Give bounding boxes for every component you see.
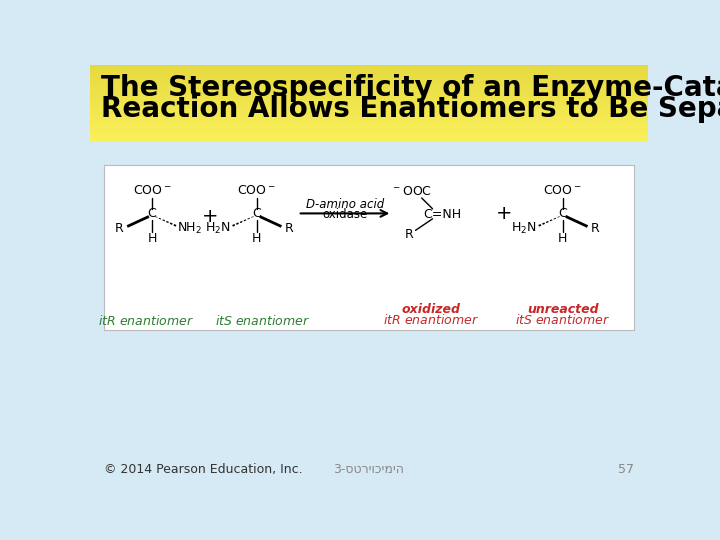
Bar xyxy=(90,100,648,102)
Bar xyxy=(90,102,648,103)
Bar xyxy=(90,122,648,123)
Text: $it{S}$ enantiomer: $it{S}$ enantiomer xyxy=(516,313,611,327)
Bar xyxy=(90,126,648,128)
Text: C: C xyxy=(252,207,261,220)
Text: $it{R}$ enantiomer: $it{R}$ enantiomer xyxy=(98,314,194,328)
Bar xyxy=(90,73,648,76)
Bar xyxy=(90,114,648,116)
Bar xyxy=(90,123,648,125)
Bar xyxy=(90,97,648,99)
Bar xyxy=(90,84,648,86)
Text: H: H xyxy=(252,232,261,245)
Text: 3-סטריוכימיה: 3-סטריוכימיה xyxy=(333,463,405,476)
Bar xyxy=(90,82,648,83)
Text: H: H xyxy=(558,232,567,245)
Text: NH$_2$: NH$_2$ xyxy=(176,220,202,235)
Bar xyxy=(90,64,648,66)
Text: H$_2$N: H$_2$N xyxy=(511,220,537,235)
Bar xyxy=(90,118,648,120)
Bar xyxy=(90,71,648,72)
Text: C: C xyxy=(148,207,156,220)
Text: oxidized: oxidized xyxy=(402,303,461,316)
Text: R: R xyxy=(115,221,124,234)
Bar xyxy=(90,72,648,74)
Bar xyxy=(90,107,648,110)
Bar xyxy=(90,129,648,131)
Bar xyxy=(90,69,648,71)
Bar xyxy=(90,120,648,122)
Text: +: + xyxy=(496,204,513,223)
Bar xyxy=(90,89,648,91)
Bar xyxy=(90,68,648,70)
Bar xyxy=(90,80,648,82)
Text: $it{R}$ enantiomer: $it{R}$ enantiomer xyxy=(383,313,479,327)
Bar xyxy=(90,125,648,126)
Bar xyxy=(90,132,648,134)
Bar xyxy=(90,109,648,111)
Bar xyxy=(90,127,648,130)
Text: $it{S}$ enantiomer: $it{S}$ enantiomer xyxy=(215,314,310,328)
Bar xyxy=(90,103,648,105)
Text: D-amino acid: D-amino acid xyxy=(306,198,384,211)
Bar xyxy=(90,104,648,106)
Bar xyxy=(104,165,634,330)
Bar xyxy=(90,135,648,137)
Text: $^-$OOC: $^-$OOC xyxy=(391,185,432,198)
Text: R: R xyxy=(591,221,600,234)
Text: R: R xyxy=(405,228,414,241)
Bar xyxy=(90,98,648,100)
Bar xyxy=(90,77,648,79)
Text: R: R xyxy=(285,221,294,234)
Bar xyxy=(90,112,648,114)
Text: oxidase: oxidase xyxy=(323,208,368,221)
Bar xyxy=(90,140,648,142)
Bar xyxy=(90,115,648,117)
Text: © 2014 Pearson Education, Inc.: © 2014 Pearson Education, Inc. xyxy=(104,463,302,476)
Text: COO$^-$: COO$^-$ xyxy=(544,184,582,197)
Text: The Stereospecificity of an Enzyme-Catalyzed: The Stereospecificity of an Enzyme-Catal… xyxy=(101,74,720,102)
Text: unreacted: unreacted xyxy=(527,303,598,316)
Text: COO$^-$: COO$^-$ xyxy=(132,184,171,197)
Bar xyxy=(90,117,648,119)
Bar xyxy=(90,92,648,94)
Bar xyxy=(90,78,648,80)
Bar xyxy=(90,111,648,112)
Text: 57: 57 xyxy=(618,463,634,476)
Bar xyxy=(90,134,648,136)
Text: H: H xyxy=(148,232,157,245)
Text: H$_2$N: H$_2$N xyxy=(205,220,230,235)
Bar xyxy=(90,137,648,139)
Bar xyxy=(90,131,648,132)
Bar xyxy=(90,106,648,108)
Bar xyxy=(90,91,648,92)
Bar xyxy=(90,86,648,88)
Text: +: + xyxy=(202,207,218,226)
Bar xyxy=(90,87,648,90)
Bar xyxy=(90,66,648,68)
Text: COO$^-$: COO$^-$ xyxy=(238,184,276,197)
Bar xyxy=(90,138,648,140)
Text: C: C xyxy=(559,207,567,220)
Text: C=NH: C=NH xyxy=(423,208,462,221)
Bar xyxy=(90,93,648,96)
Bar xyxy=(90,75,648,77)
Text: Reaction Allows Enantiomers to Be Separated: Reaction Allows Enantiomers to Be Separa… xyxy=(101,94,720,123)
Bar xyxy=(90,95,648,97)
Bar xyxy=(90,83,648,85)
